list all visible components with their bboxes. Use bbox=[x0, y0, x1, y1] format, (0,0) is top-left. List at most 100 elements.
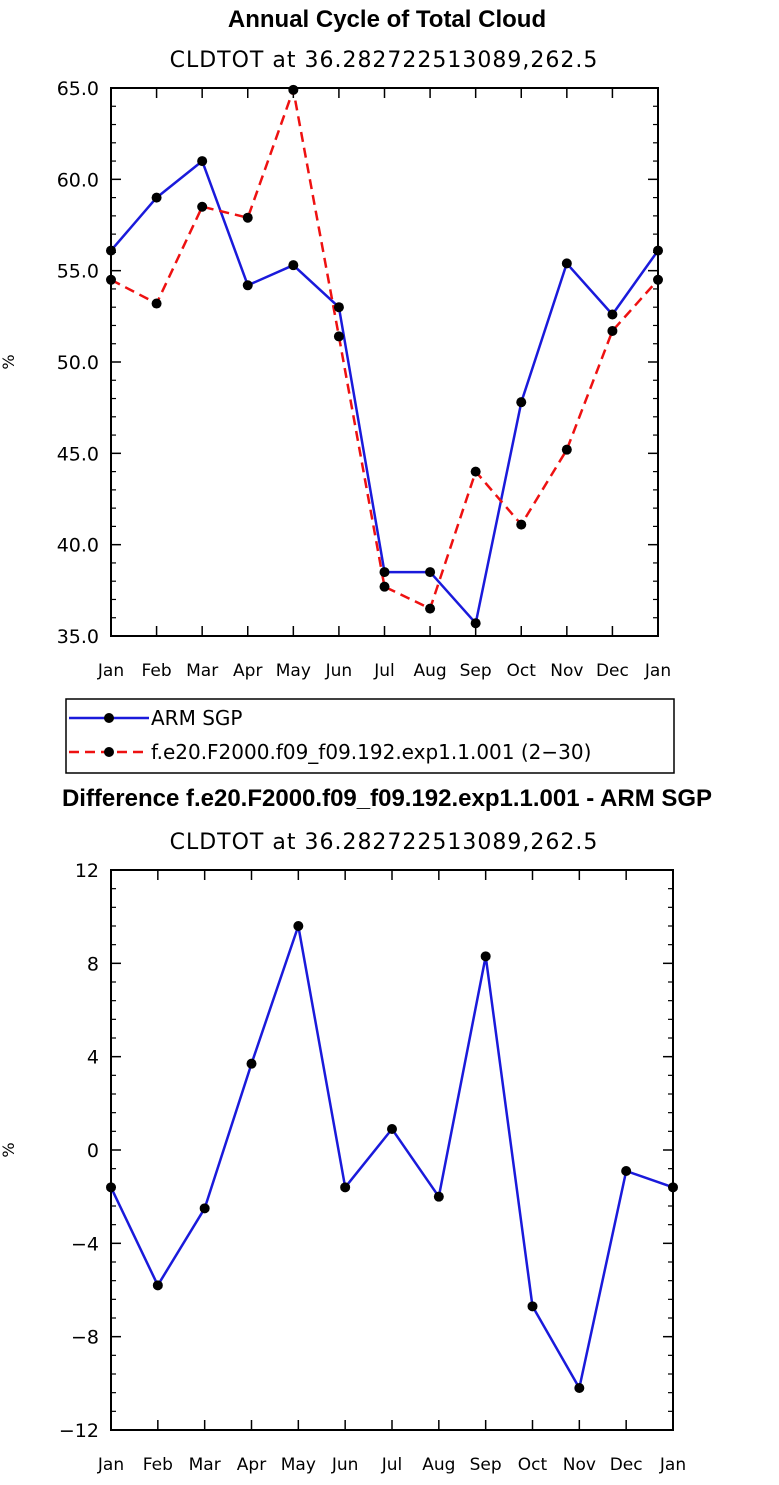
chart-title: Annual Cycle of Total Cloud bbox=[228, 6, 546, 33]
x-tick-label: Oct bbox=[507, 661, 537, 681]
legend-label-model: f.e20.F2000.f09_f09.192.exp1.1.001 (2−30… bbox=[151, 740, 591, 764]
series-layer bbox=[106, 84, 663, 629]
y-axis-label: % bbox=[0, 1142, 18, 1157]
data-point-series-0 bbox=[151, 192, 162, 203]
y-tick-label: 60.0 bbox=[57, 169, 99, 191]
data-point-series-1 bbox=[151, 298, 162, 309]
data-point-series-0 bbox=[333, 302, 344, 313]
data-point-series-0 bbox=[152, 1280, 163, 1291]
data-point-series-0 bbox=[246, 1058, 257, 1069]
data-point-series-0 bbox=[574, 1383, 585, 1393]
legend-box bbox=[65, 698, 675, 774]
x-tick-label: Sep bbox=[460, 661, 492, 681]
y-axis-label: % bbox=[0, 354, 18, 369]
y-tick-label: 4 bbox=[87, 1047, 99, 1069]
y-tick-label: 55.0 bbox=[57, 261, 99, 283]
x-tick-label: Jun bbox=[325, 661, 353, 681]
y-tick-label: 12 bbox=[75, 860, 99, 882]
data-point-series-0 bbox=[387, 1124, 397, 1134]
data-point-series-0 bbox=[379, 567, 390, 578]
data-point-series-1 bbox=[653, 274, 663, 285]
x-tick-label: Jan bbox=[97, 1455, 124, 1475]
data-point-series-1 bbox=[197, 201, 208, 212]
y-tick-label: 35.0 bbox=[57, 626, 99, 648]
x-tick-label: Jul bbox=[373, 661, 395, 681]
data-point-series-0 bbox=[433, 1191, 444, 1202]
x-tick-label: Aug bbox=[422, 1455, 455, 1475]
x-tick-label: May bbox=[276, 661, 311, 681]
x-tick-label: Jul bbox=[381, 1455, 403, 1475]
data-point-series-0 bbox=[197, 156, 208, 167]
chart-title: Difference f.e20.F2000.f09_f09.192.exp1.… bbox=[62, 785, 712, 812]
y-tick-label: 65.0 bbox=[57, 78, 99, 100]
data-point-series-0 bbox=[653, 245, 663, 256]
data-point-series-0 bbox=[516, 397, 527, 408]
y-tick-label: 0 bbox=[87, 1140, 99, 1162]
x-tick-label: Sep bbox=[470, 1455, 502, 1475]
data-point-series-0 bbox=[621, 1166, 632, 1176]
data-point-series-0 bbox=[527, 1301, 538, 1312]
axes: −12 −8 −4 0 4 8 12 Jan Feb Mar Apr May Jun Jul Aug Sep O… bbox=[59, 860, 686, 1475]
x-tick-label: Mar bbox=[186, 661, 218, 681]
data-point-series-0 bbox=[242, 280, 253, 291]
data-point-series-0 bbox=[668, 1182, 678, 1193]
data-point-series-1 bbox=[333, 331, 344, 342]
data-point-series-1 bbox=[607, 325, 618, 336]
x-tick-label: Jun bbox=[331, 1455, 359, 1475]
y-tick-label: 40.0 bbox=[57, 535, 99, 557]
x-tick-label: Jan bbox=[644, 661, 671, 681]
y-tick-label: 8 bbox=[87, 953, 99, 975]
data-point-series-0 bbox=[106, 245, 116, 256]
data-point-series-1 bbox=[288, 84, 299, 95]
data-point-series-0 bbox=[288, 260, 299, 271]
legend-marker-model bbox=[104, 747, 114, 757]
legend-marker-arm-sgp bbox=[104, 713, 114, 723]
y-tick-label: 50.0 bbox=[57, 352, 99, 374]
plot-frame bbox=[110, 87, 659, 637]
legend-label-arm-sgp: ARM SGP bbox=[151, 706, 242, 730]
x-tick-label: Nov bbox=[550, 661, 583, 681]
y-tick-label: 45.0 bbox=[57, 443, 99, 465]
x-tick-label: Feb bbox=[143, 1455, 173, 1475]
data-point-series-0 bbox=[480, 951, 491, 962]
x-tick-label: Dec bbox=[610, 1455, 643, 1475]
x-tick-label: Oct bbox=[518, 1455, 548, 1475]
x-tick-label: Nov bbox=[563, 1455, 596, 1475]
series-line-0 bbox=[109, 924, 674, 1390]
data-point-series-1 bbox=[470, 466, 481, 477]
x-tick-label: Aug bbox=[413, 661, 446, 681]
y-tick-label: −4 bbox=[71, 1233, 99, 1255]
data-point-series-0 bbox=[607, 309, 618, 320]
data-point-series-0 bbox=[106, 1182, 116, 1193]
x-tick-label: Jan bbox=[659, 1455, 686, 1475]
axes: 35.0 40.0 45.0 50.0 55.0 60.0 65.0 Jan Feb Mar Apr… bbox=[57, 78, 671, 681]
x-tick-label: Mar bbox=[189, 1455, 221, 1475]
chart-subtitle: CLDTOT at 36.282722513089,262.5 bbox=[170, 48, 599, 73]
data-point-series-0 bbox=[561, 258, 572, 269]
x-tick-label: Jan bbox=[97, 661, 124, 681]
data-point-series-1 bbox=[561, 444, 572, 455]
y-tick-label: −8 bbox=[71, 1327, 99, 1349]
data-point-series-0 bbox=[425, 567, 436, 578]
x-tick-label: Apr bbox=[233, 661, 262, 681]
x-tick-label: Dec bbox=[596, 661, 629, 681]
x-tick-label: May bbox=[281, 1455, 316, 1475]
x-tick-label: Apr bbox=[237, 1455, 266, 1475]
data-point-series-1 bbox=[516, 519, 527, 530]
legend: ARM SGP f.e20.F2000.f09_f09.192.exp1.1.0… bbox=[65, 698, 675, 774]
data-point-series-1 bbox=[242, 212, 253, 223]
data-point-series-0 bbox=[199, 1203, 210, 1214]
data-point-series-1 bbox=[106, 274, 116, 285]
series-layer bbox=[106, 921, 678, 1393]
data-point-series-0 bbox=[470, 618, 481, 629]
data-point-series-1 bbox=[425, 603, 436, 614]
y-tick-label: −12 bbox=[59, 1420, 99, 1442]
data-point-series-1 bbox=[379, 581, 390, 592]
difference-chart: Difference f.e20.F2000.f09_f09.192.exp1.… bbox=[0, 785, 712, 1475]
data-point-series-0 bbox=[293, 921, 304, 931]
x-tick-label: Feb bbox=[142, 661, 172, 681]
annual-cycle-chart: Annual Cycle of Total Cloud CLDTOT at 36… bbox=[0, 6, 671, 681]
data-point-series-0 bbox=[340, 1182, 351, 1193]
series-line-0 bbox=[110, 159, 660, 625]
